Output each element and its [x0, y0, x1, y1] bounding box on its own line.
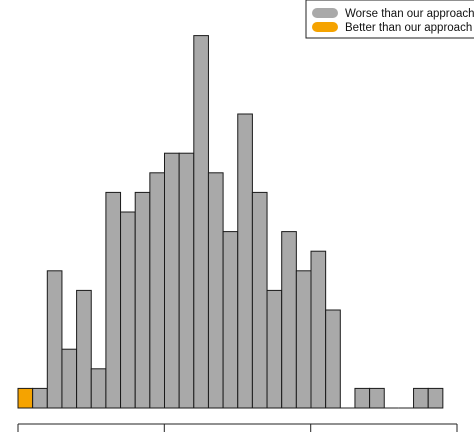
histogram-bar-worse — [46, 270, 63, 409]
histogram-bar-worse — [76, 289, 92, 409]
legend-swatch-worse — [312, 8, 338, 18]
histogram-bar-worse — [427, 387, 444, 409]
histogram-bar-worse — [149, 172, 166, 409]
histogram-bar-worse — [61, 348, 78, 409]
bars-layer — [17, 35, 444, 409]
histogram-bar-worse — [266, 289, 283, 409]
histogram-bar-worse — [32, 387, 48, 409]
legend-label-better: Better than our approach — [345, 22, 472, 34]
histogram-bar-worse — [134, 191, 151, 409]
histogram-bar-worse — [164, 152, 180, 409]
legend-label-worse: Worse than our approach — [345, 8, 474, 20]
histogram-bar-worse — [105, 191, 122, 409]
histogram-bar-worse — [413, 387, 429, 409]
histogram-bar-worse — [90, 368, 107, 409]
histogram-bar-worse — [237, 113, 253, 409]
histogram-bar-worse — [207, 172, 224, 409]
histogram-bar-worse — [120, 211, 136, 409]
histogram-bar-worse — [295, 270, 312, 409]
histogram-bar-worse — [310, 250, 327, 409]
histogram-bar-worse — [325, 309, 341, 409]
x-axis-frame — [17, 423, 458, 432]
histogram-bar-better — [17, 387, 34, 409]
histogram-bar-worse — [178, 152, 195, 409]
histogram-bar-worse — [222, 231, 239, 409]
legend: Worse than our approach Better than our … — [305, 0, 474, 39]
histogram-bar-worse — [369, 387, 385, 409]
histogram-bar-worse — [251, 191, 268, 409]
histogram-bar-worse — [281, 231, 297, 409]
histogram-bar-worse — [354, 387, 371, 409]
histogram-bar-worse — [193, 35, 209, 409]
legend-swatch-better — [312, 22, 338, 32]
